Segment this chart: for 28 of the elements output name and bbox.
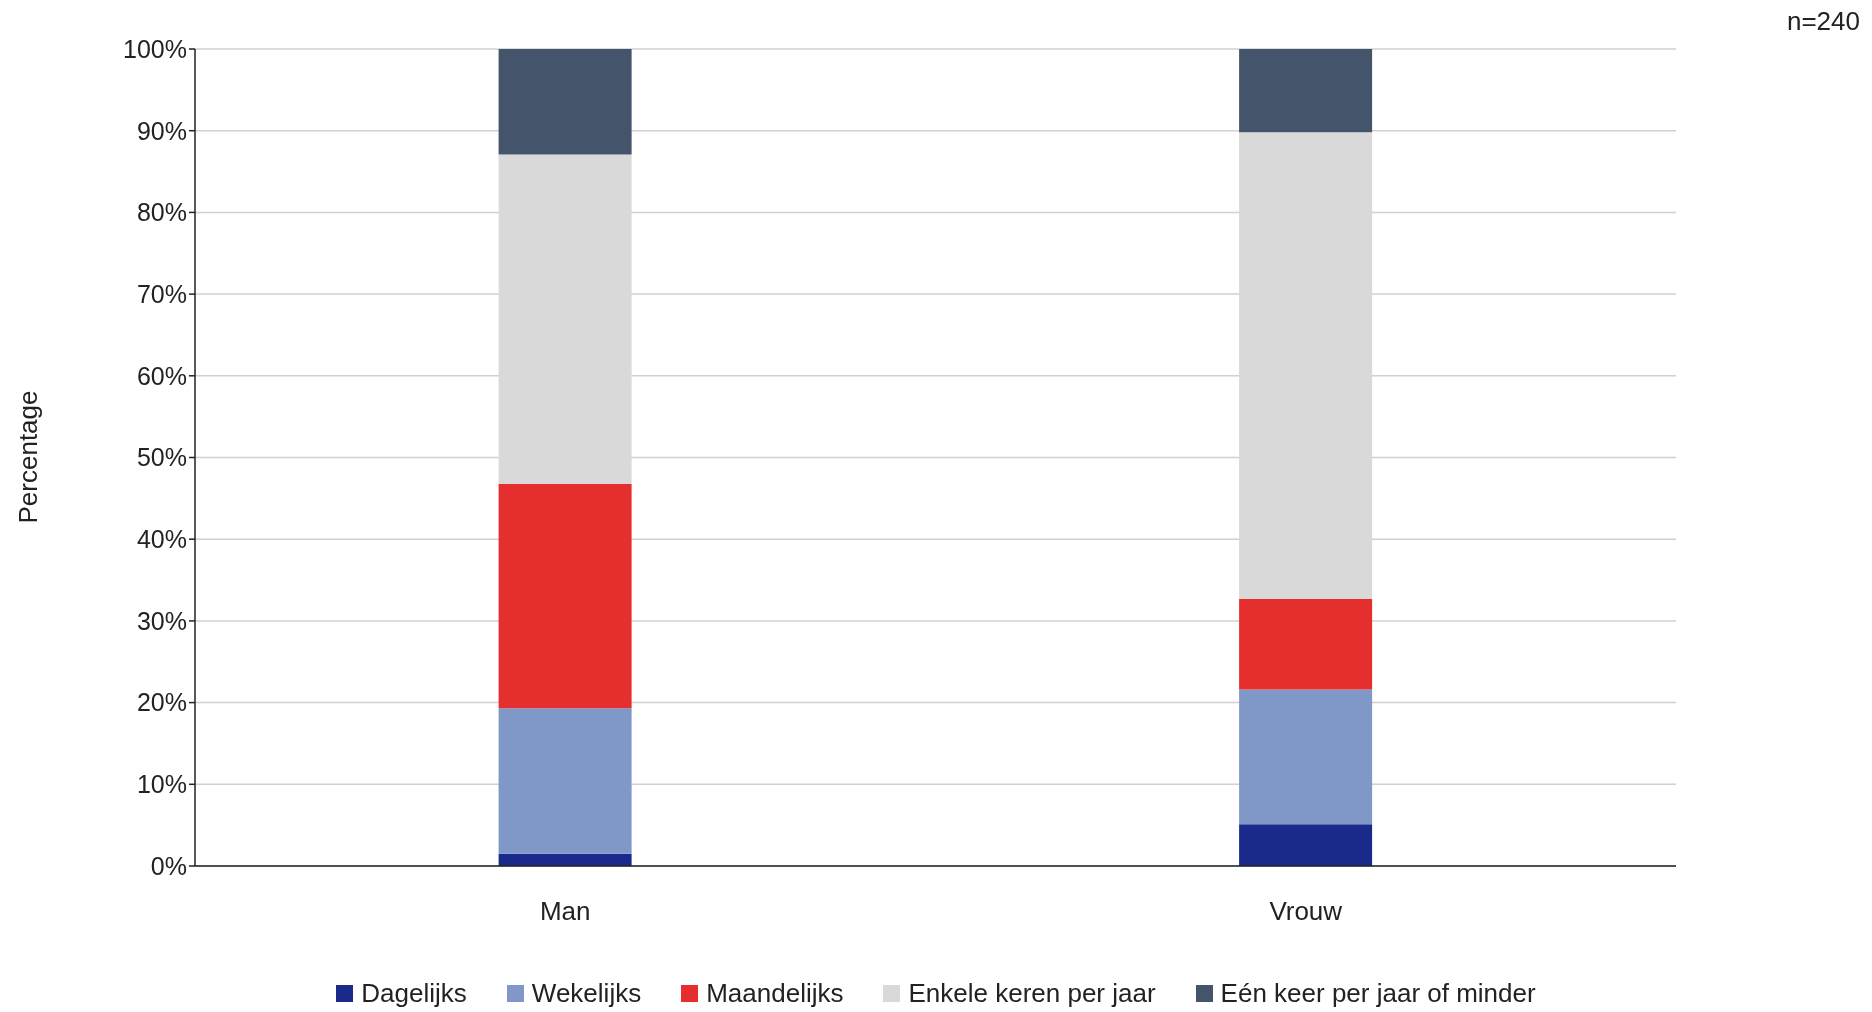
legend-label: Dagelijks: [361, 978, 467, 1009]
bar: [498, 483, 632, 709]
legend-label: Eén keer per jaar of minder: [1220, 978, 1536, 1009]
legend-label: Maandelijks: [706, 978, 844, 1009]
y-tick-label: 100%: [123, 34, 187, 63]
bar: [1239, 824, 1373, 866]
x-tick-label: Vrouw: [1269, 896, 1343, 927]
bar: [1239, 49, 1373, 133]
y-axis-title: Percentage: [12, 390, 44, 524]
y-tick-label: 30%: [136, 606, 187, 635]
y-tick-label: 70%: [136, 279, 187, 308]
y-tick-label: 50%: [136, 443, 187, 472]
y-tick-label: 0%: [150, 851, 187, 880]
bar: [498, 853, 632, 866]
legend-label: Enkele keren per jaar: [908, 978, 1156, 1009]
y-tick-label: 60%: [136, 361, 187, 390]
y-tick-label: 20%: [136, 688, 187, 717]
y-tick-label: 10%: [136, 770, 187, 799]
bar: [1239, 598, 1373, 690]
legend-label: Wekelijks: [531, 978, 642, 1009]
y-tick-label: 80%: [136, 198, 187, 227]
y-tick-label: 40%: [136, 525, 187, 554]
bar: [1239, 689, 1373, 825]
bar: [498, 708, 632, 854]
text: n=240: [1786, 6, 1860, 37]
y-tick-label: 90%: [136, 116, 187, 145]
bar: [498, 49, 632, 155]
x-tick-label: Man: [539, 896, 591, 927]
